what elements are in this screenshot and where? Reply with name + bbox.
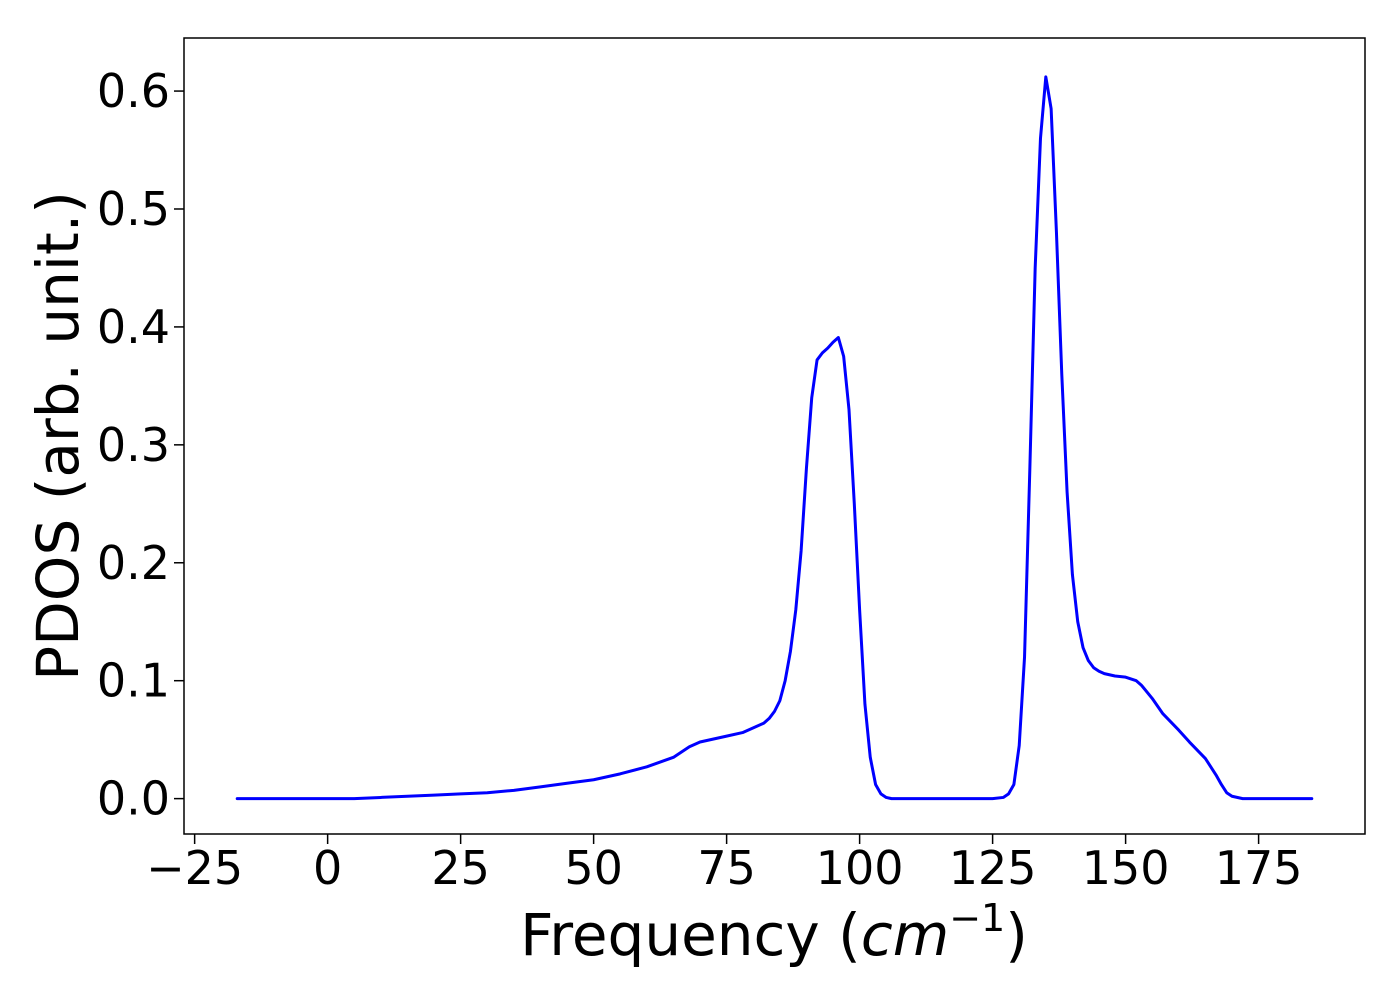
x-tick-label: 0: [313, 841, 342, 895]
y-tick-label: 0.2: [97, 536, 170, 590]
x-tick-label: −25: [146, 841, 243, 895]
x-axis-label-prefix: Frequency (: [520, 901, 861, 969]
x-tick-label: 150: [1082, 841, 1170, 895]
y-tick-label: 0.3: [97, 418, 170, 472]
series-layer: [235, 75, 1314, 801]
y-tick-label: 0.6: [97, 64, 170, 118]
y-tick-label: 0.5: [97, 182, 170, 236]
series-line-0: [235, 75, 1314, 801]
plot-area: [183, 37, 1366, 835]
y-tick-label: 0.4: [97, 300, 170, 354]
x-axis-label-math: cm: [861, 901, 949, 969]
x-tick-label: 25: [431, 841, 490, 895]
x-tick-label: 100: [816, 841, 904, 895]
x-axis-label-suffix: ): [1005, 901, 1028, 969]
x-axis-label: Frequency (cm−1): [520, 896, 1028, 969]
y-axis-label: PDOS (arb. unit.): [24, 191, 92, 681]
y-tick-label: 0.0: [97, 772, 170, 826]
x-tick-label: 175: [1215, 841, 1303, 895]
y-axis-ticks: 0.0 0.1 0.2 0.3 0.4 0.5 0.6: [97, 64, 184, 826]
y-tick-label: 0.1: [97, 654, 170, 708]
x-tick-label: 125: [949, 841, 1037, 895]
x-axis-ticks: −25 0 25 50 75 100 125 150 175: [146, 834, 1303, 895]
x-axis-label-superscript: −1: [949, 896, 1005, 940]
x-tick-label: 50: [564, 841, 623, 895]
x-tick-label: 75: [697, 841, 756, 895]
